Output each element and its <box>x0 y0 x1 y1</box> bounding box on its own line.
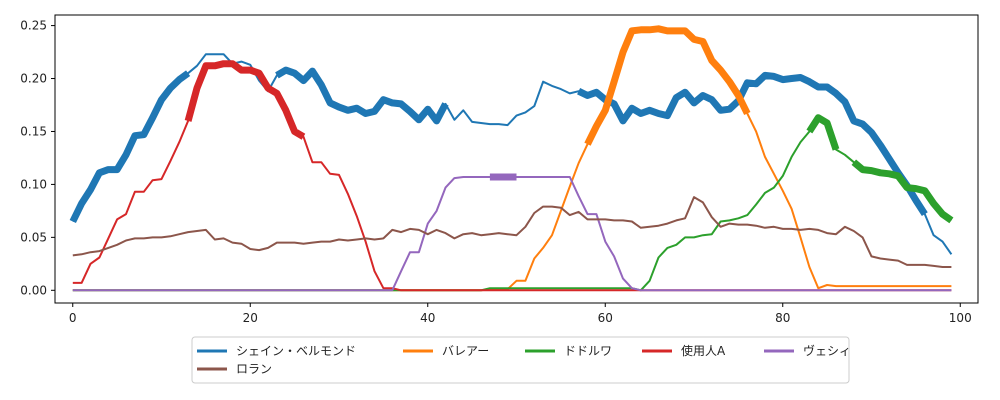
series-3-highlight-0 <box>184 60 306 140</box>
legend-label-0: シェイン・ベルモンド <box>236 344 356 358</box>
series-line-5 <box>72 196 952 268</box>
x-tick-label-5: 100 <box>949 311 972 325</box>
series-line-2 <box>72 116 952 292</box>
x-tick-label-4: 80 <box>775 311 790 325</box>
legend-label-3: 使用人A <box>681 343 726 358</box>
series-line-4 <box>72 176 952 292</box>
plot-area <box>69 25 954 292</box>
legend-label-2: ドドルワ <box>564 344 612 358</box>
legend-box <box>191 336 850 384</box>
x-tick-label-3: 60 <box>598 311 613 325</box>
series-2-highlight-1 <box>851 159 954 224</box>
series-0-highlight-0 <box>69 70 191 224</box>
series-0-highlight-1 <box>275 66 449 125</box>
x-tick-label-1: 20 <box>243 311 258 325</box>
plot-frame <box>54 14 979 304</box>
y-tick-label-2: 0.10 <box>20 177 47 191</box>
series-2-highlight-0 <box>806 114 840 151</box>
x-tick-label-0: 0 <box>69 311 77 325</box>
y-tick-label-1: 0.05 <box>20 230 47 244</box>
legend-label-5: ロラン <box>236 362 272 376</box>
y-tick-label-4: 0.20 <box>20 72 47 86</box>
axes: 0 20 40 60 80 100 0.00 0.05 0.10 0.15 0.20 0.25 <box>20 14 979 325</box>
x-tick-label-2: 40 <box>420 311 435 325</box>
series-lines <box>69 25 954 292</box>
series-1-highlight-0 <box>584 25 751 146</box>
legend-label-4: ヴェシィ <box>803 343 851 358</box>
y-tick-label-3: 0.15 <box>20 124 47 138</box>
y-tick-label-0: 0.00 <box>20 283 47 297</box>
series-0-highlight-2 <box>577 71 928 216</box>
legend-label-1: バレアー <box>442 344 489 358</box>
y-tick-label-5: 0.25 <box>20 19 47 33</box>
